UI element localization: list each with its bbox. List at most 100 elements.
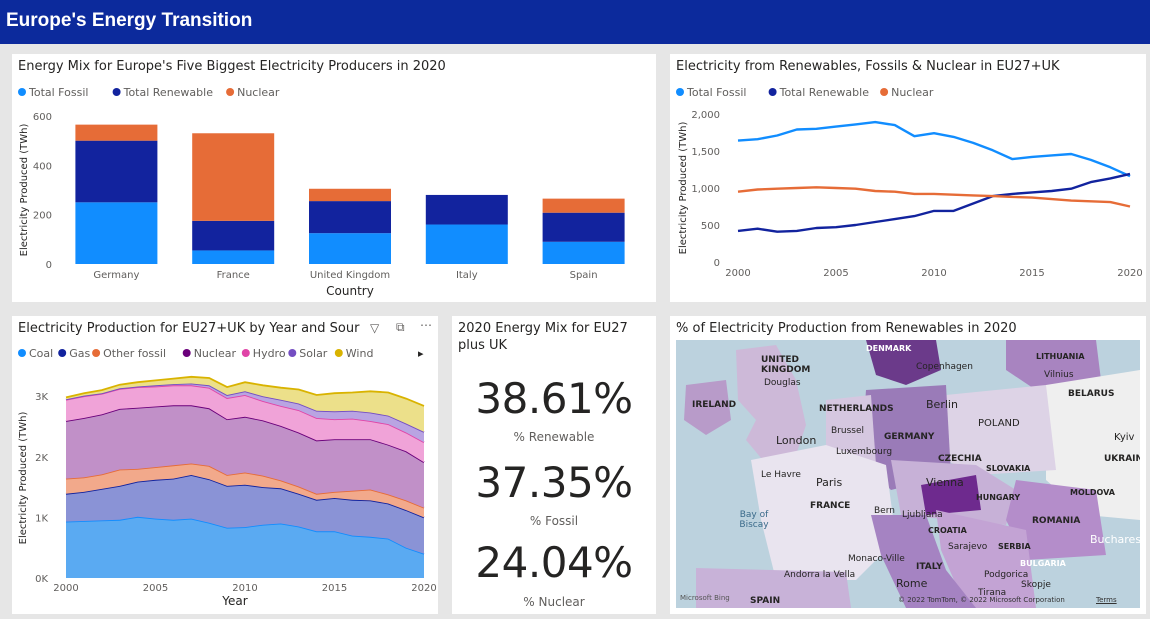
bar-segment [309, 201, 391, 234]
kpi-nuclear-value: 24.04% [475, 538, 633, 587]
map-label: Paris [816, 476, 843, 489]
line-chart-card[interactable]: Electricity from Renewables, Fossils & N… [670, 54, 1146, 302]
kpi-card[interactable]: 2020 Energy Mix for EU27 plus UK 38.61% … [452, 316, 656, 614]
legend-label: Nuclear [891, 86, 934, 99]
map-label: London [776, 434, 817, 447]
y-tick-label: 600 [33, 112, 52, 123]
map-region-baltics [1006, 340, 1101, 390]
map-label: Rome [896, 577, 928, 590]
y-tick-label: 1,000 [691, 184, 720, 195]
legend-marker [182, 349, 191, 357]
legend-marker [226, 88, 235, 96]
y-axis-title: Electricity Produced (TWh) [678, 122, 689, 255]
map-label: UNITED KINGDOM [761, 355, 811, 375]
y-tick-label: 1,500 [691, 147, 720, 158]
map-canvas[interactable]: DENMARK UNITED KINGDOM Douglas Copenhage… [676, 340, 1140, 608]
bar-segment [542, 198, 625, 213]
map-copyright: © 2022 TomTom, © 2022 Microsoft Corporat… [898, 596, 1065, 604]
x-tick-label: 2015 [1019, 268, 1044, 279]
legend-marker [18, 349, 26, 357]
legend-marker [112, 88, 121, 96]
x-tick-label: 2020 [411, 583, 436, 594]
area-line [65, 375, 425, 407]
bar-segment [192, 133, 275, 221]
bar-chart-card[interactable]: Energy Mix for Europe's Five Biggest Ele… [12, 54, 656, 302]
area-band [66, 463, 424, 518]
legend-marker [676, 88, 684, 96]
map-label: Bucharest [1090, 533, 1140, 546]
y-tick-label: 3K [35, 392, 48, 403]
focus-mode-icon[interactable]: ⧉ [396, 320, 405, 334]
area-chart-card[interactable]: Electricity Production for EU27+UK by Ye… [12, 316, 438, 614]
map-region-austria [921, 475, 981, 515]
legend-label: Coal [29, 347, 53, 360]
more-options-icon[interactable]: ⋯ [420, 318, 432, 332]
map-label: GERMANY [884, 432, 935, 442]
legend-marker [92, 349, 101, 357]
map-label: DENMARK [866, 344, 912, 353]
legend-label: Wind [346, 347, 374, 360]
map-label: Andorra la Vella [784, 570, 856, 580]
map-label: Bay of Biscay [739, 510, 769, 530]
filter-icon[interactable]: ▽ [370, 321, 380, 335]
map-logo: Microsoft Bing [680, 594, 730, 602]
series-line [737, 186, 1131, 208]
x-axis-title: Year [221, 594, 247, 608]
map-terms-link[interactable]: Terms [1096, 596, 1117, 604]
x-tick-label: Spain [570, 270, 598, 281]
x-tick-label: 2000 [53, 583, 78, 594]
kpi-title: 2020 Energy Mix for EU27 plus UK [458, 321, 628, 353]
map-label: Le Havre [761, 470, 801, 480]
area-chart-title: Electricity Production for EU27+UK by Ye… [18, 321, 360, 336]
map-label: SLOVAKIA [986, 464, 1031, 473]
map-label: Bern [874, 506, 895, 516]
bar-segment [192, 250, 275, 264]
kpi-nuclear-label: % Nuclear [523, 595, 585, 609]
map-label: SPAIN [750, 596, 781, 606]
y-tick-label: 2,000 [691, 110, 720, 121]
legend-label: Total Renewable [779, 86, 870, 99]
map-label: HUNGARY [976, 493, 1021, 502]
map-region-italy [871, 515, 976, 608]
map-label: SERBIA [998, 542, 1031, 551]
x-tick-label: 2005 [143, 583, 168, 594]
map-region-black-sea [1106, 530, 1140, 590]
y-tick-label: 500 [701, 221, 720, 232]
map-label: ROMANIA [1032, 516, 1081, 526]
legend-label: Solar [299, 347, 328, 360]
y-tick-label: 2K [35, 453, 48, 464]
map-label: Tirana [978, 588, 1007, 598]
map-region-poland [946, 385, 1056, 475]
x-tick-label: 2010 [232, 583, 257, 594]
bar-segment [425, 194, 508, 225]
bar-chart: Total Fossil Total Renewable Nuclear 0 200 40… [18, 86, 625, 298]
y-tick-label: 0K [35, 574, 48, 585]
x-tick-label: 2020 [1117, 268, 1142, 279]
bar-segment [75, 140, 158, 203]
legend-label: Nuclear [194, 347, 237, 360]
legend-label: Nuclear [237, 86, 280, 99]
legend-marker [880, 88, 889, 96]
map-label: Brussel [831, 426, 864, 436]
map-shapes [684, 340, 1140, 608]
x-tick-label: France [217, 270, 250, 281]
map-label: CZECHIA [938, 454, 982, 464]
map-label: Sarajevo [948, 542, 988, 552]
map-label: Kyiv [1114, 432, 1135, 443]
map-card[interactable]: % of Electricity Production from Renewab… [670, 316, 1146, 614]
map-label: ITALY [916, 562, 943, 572]
legend-marker [334, 349, 343, 357]
y-tick-label: 0 [46, 260, 52, 271]
bar-segment [309, 188, 391, 202]
map-label: Ljubljana [902, 510, 943, 520]
kpi-renewable-label: % Renewable [513, 430, 595, 444]
map-region-ireland [684, 380, 731, 435]
map-label: Skopje [1021, 580, 1051, 590]
area-line [65, 474, 425, 519]
x-tick-label: 2010 [921, 268, 946, 279]
map-label: Vilnius [1044, 370, 1074, 380]
y-tick-label: 0 [714, 258, 720, 269]
x-tick-label: 2015 [322, 583, 347, 594]
area-chart: Coal Gas Other fossil Nuclear Hydro Solar Wind… [18, 347, 437, 608]
dashboard-header: Europe's Energy Transition [0, 0, 1150, 44]
